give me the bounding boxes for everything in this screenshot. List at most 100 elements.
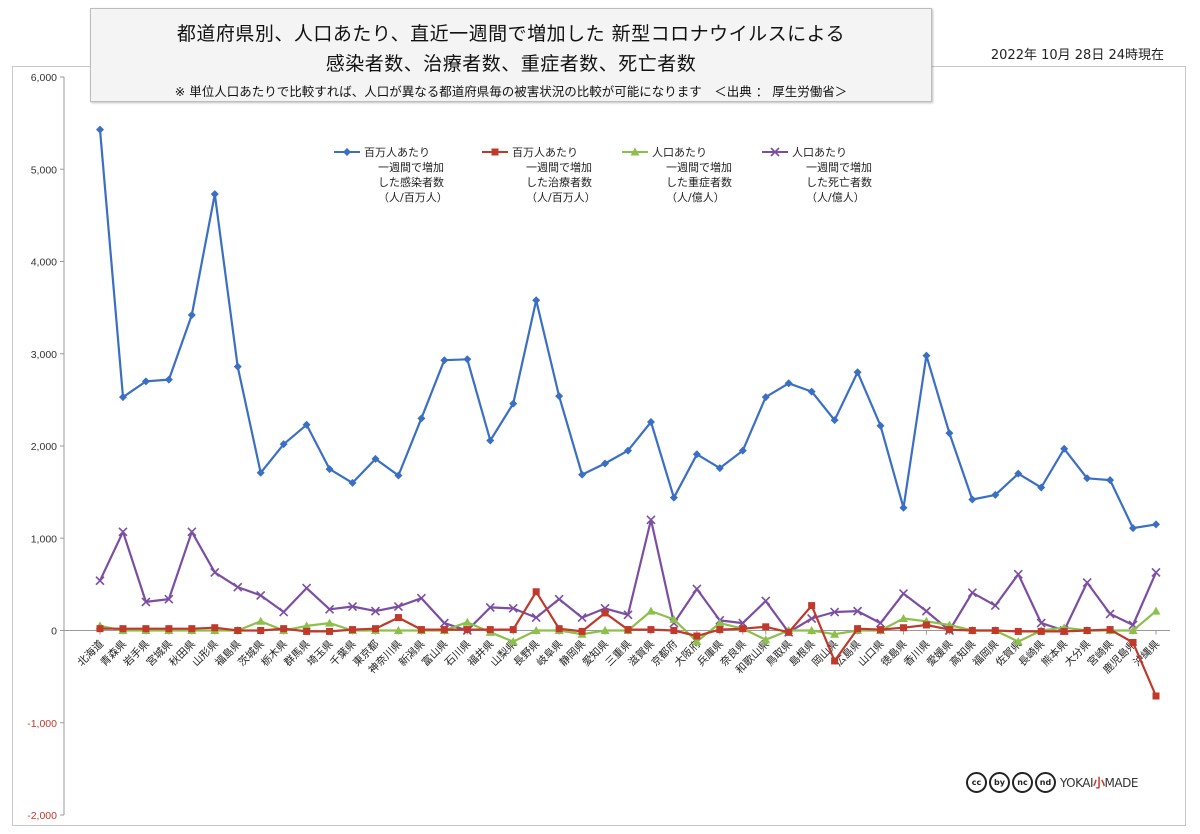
- data-point-series-3: [1013, 637, 1023, 646]
- y-tick-label: -1,000: [27, 718, 57, 730]
- data-point-series-3: [830, 629, 840, 638]
- legend-label: 百万人あたり: [512, 146, 578, 159]
- cc-license-badge: cc by nc nd: [966, 772, 1056, 793]
- data-point-series-2: [440, 626, 448, 634]
- data-point-series-2: [257, 627, 265, 634]
- data-point-series-2: [601, 609, 609, 617]
- data-point-series-1: [784, 379, 793, 388]
- y-tick-label: 1,000: [31, 533, 57, 545]
- y-tick-label: 4,000: [31, 257, 57, 269]
- data-point-series-4: [577, 613, 587, 623]
- data-point-series-4: [118, 527, 128, 537]
- legend-label: 百万人あたり: [364, 146, 430, 159]
- data-point-series-4: [302, 583, 312, 593]
- cc-icon: cc: [966, 772, 987, 793]
- data-point-series-2: [96, 625, 104, 633]
- data-point-series-2: [899, 624, 907, 632]
- data-point-series-2: [1129, 638, 1137, 646]
- data-point-series-4: [439, 618, 449, 628]
- data-point-series-2: [693, 632, 701, 640]
- data-point-series-3: [761, 635, 771, 644]
- data-point-series-1: [279, 440, 288, 449]
- legend-label: 一週間で増加: [378, 161, 444, 174]
- data-point-series-2: [1106, 626, 1114, 634]
- data-point-series-4: [807, 613, 817, 624]
- data-point-series-1: [1083, 474, 1092, 483]
- data-point-series-1: [1060, 444, 1069, 453]
- y-tick-label: 0: [51, 626, 57, 638]
- data-point-series-2: [280, 625, 288, 633]
- data-point-series-4: [1151, 567, 1161, 577]
- brand-mid: 小: [1093, 776, 1105, 790]
- data-point-series-1: [1037, 483, 1046, 492]
- data-point-series-1: [991, 490, 1000, 499]
- data-point-series-3: [508, 637, 518, 646]
- data-point-series-1: [555, 392, 564, 401]
- data-point-series-2: [1037, 627, 1045, 635]
- brand-logo: YOKAI小MADE: [1060, 774, 1138, 791]
- cc-by-icon: by: [989, 772, 1010, 793]
- data-point-series-2: [486, 626, 494, 634]
- data-point-series-2: [1060, 627, 1068, 635]
- data-point-series-4: [164, 594, 174, 604]
- data-point-series-2: [188, 625, 196, 633]
- data-point-series-3: [1151, 606, 1161, 615]
- data-point-series-1: [440, 356, 449, 365]
- legend-label: した死亡者数: [806, 175, 872, 189]
- chart-title-line1: 都道府県別、人口あたり、直近一週間で増加した 新型コロナウイルスによる: [176, 23, 846, 45]
- legend-label: 一週間で増加: [526, 161, 592, 174]
- data-point-series-1: [302, 420, 311, 429]
- legend-label: 人口あたり: [792, 146, 847, 159]
- data-point-series-4: [95, 576, 105, 586]
- legend-label: （人/百万人）: [526, 191, 596, 204]
- data-point-series-1: [646, 418, 655, 427]
- data-point-series-1: [715, 464, 724, 473]
- data-point-series-2: [945, 626, 953, 634]
- data-point-series-4: [875, 618, 886, 628]
- data-point-series-2: [739, 625, 747, 633]
- data-point-series-4: [761, 596, 771, 606]
- data-point-series-2: [578, 627, 586, 635]
- chart-note: ※ 単位人口あたりで比較すれば、人口が異なる都道府県毎の被害状況の比較が可能にな…: [174, 84, 848, 99]
- data-point-series-4: [233, 582, 243, 592]
- data-point-series-1: [738, 446, 747, 455]
- data-point-series-3: [462, 617, 472, 626]
- data-point-series-4: [347, 601, 358, 612]
- brand-right: MADE: [1104, 776, 1139, 790]
- data-point-series-2: [394, 614, 402, 622]
- legend-label: （人/億人）: [806, 191, 865, 204]
- legend-label: 一週間で増加: [666, 161, 732, 174]
- legend-marker: [343, 148, 351, 156]
- data-point-series-1: [922, 351, 931, 360]
- legend-label: した重症者数: [666, 175, 732, 189]
- data-point-series-1: [968, 495, 977, 504]
- data-point-series-2: [371, 625, 379, 633]
- data-point-series-3: [669, 614, 679, 623]
- data-point-series-1: [578, 470, 587, 479]
- data-point-series-4: [187, 527, 197, 537]
- data-point-series-1: [509, 399, 518, 408]
- data-point-series-2: [854, 625, 862, 633]
- data-point-series-2: [831, 657, 839, 665]
- legend-label: 人口あたり: [652, 146, 707, 159]
- data-point-series-2: [349, 626, 357, 634]
- data-point-series-1: [1106, 476, 1115, 485]
- data-point-series-4: [279, 607, 289, 617]
- data-point-series-2: [808, 602, 816, 610]
- data-point-series-1: [876, 421, 885, 430]
- y-tick-label: -2,000: [27, 810, 57, 822]
- data-point-series-1: [187, 311, 196, 320]
- data-point-series-1: [692, 450, 701, 459]
- legend-label: 一週間で増加: [806, 161, 872, 174]
- data-point-series-4: [416, 593, 426, 603]
- data-point-series-4: [921, 606, 932, 616]
- cc-nc-icon: nc: [1012, 772, 1033, 793]
- date-label: 2022年 10月 28日 24時現在: [990, 48, 1164, 63]
- data-point-series-1: [394, 471, 403, 480]
- data-point-series-1: [463, 355, 472, 364]
- data-point-series-1: [417, 414, 426, 423]
- data-point-series-3: [600, 626, 610, 634]
- data-point-series-4: [1013, 569, 1023, 579]
- data-point-series-4: [898, 589, 909, 599]
- data-point-series-4: [508, 603, 518, 613]
